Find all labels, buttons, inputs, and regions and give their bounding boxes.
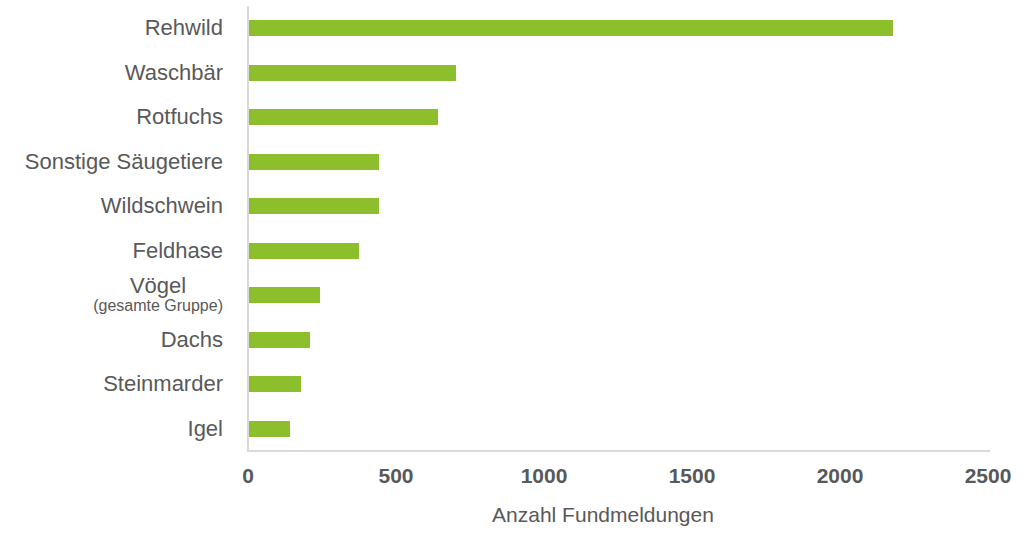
category-label-steinmarder: Steinmarder [0,362,223,407]
category-label-feldhase: Feldhase [0,229,223,274]
bar-rotfuchs [249,109,438,125]
bar-steinmarder [249,376,301,392]
bar-waschbär [249,65,456,81]
category-label-wildschwein: Wildschwein [0,184,223,229]
category-label-vögel: Vögel(gesamte Gruppe) [0,273,223,318]
category-label-waschbär: Waschbär [0,51,223,96]
bar-sonstige-säugetiere [249,154,379,170]
bar-igel [249,421,290,437]
x-tick-label-0: 0 [203,464,293,488]
x-axis-line [247,450,990,452]
y-axis-line [247,6,249,451]
x-tick-label-2500: 2500 [943,464,1024,488]
x-tick-label-1500: 1500 [647,464,737,488]
category-label-sonstige-säugetiere: Sonstige Säugetiere [0,140,223,185]
category-label-dachs: Dachs [0,318,223,363]
bar-feldhase [249,243,359,259]
category-label-igel: Igel [0,407,223,452]
x-tick-label-2000: 2000 [795,464,885,488]
x-tick-label-1000: 1000 [499,464,589,488]
x-tick-label-500: 500 [351,464,441,488]
bar-vögel [249,287,320,303]
bar-dachs [249,332,310,348]
category-label-rehwild: Rehwild [0,6,223,51]
bar-wildschwein [249,198,379,214]
category-label-rotfuchs: Rotfuchs [0,95,223,140]
bar-rehwild [249,20,893,36]
x-axis-title: Anzahl Fundmeldungen [403,503,803,527]
bar-chart: RehwildWaschbärRotfuchsSonstige Säugetie… [0,0,1024,536]
